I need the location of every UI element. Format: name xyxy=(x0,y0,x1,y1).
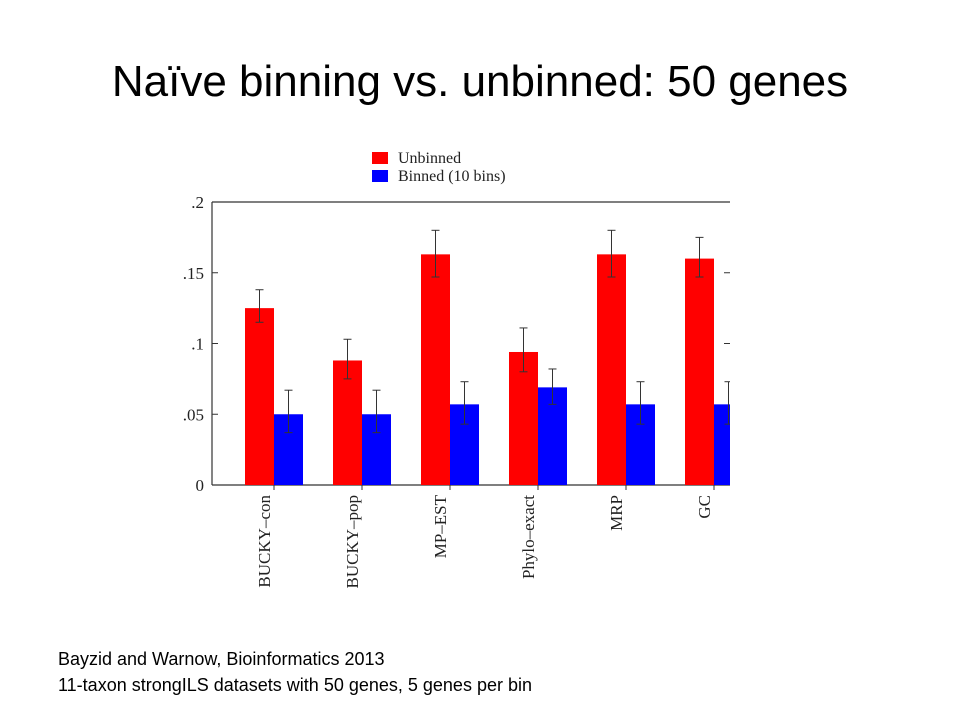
bar-unbinned-3 xyxy=(509,351,538,485)
y-tick-label: .1 xyxy=(191,335,204,354)
caption-citation: Bayzid and Warnow, Bioinformatics 2013 xyxy=(58,649,385,669)
bar-binned-5 xyxy=(714,404,730,485)
slide-title: Naïve binning vs. unbinned: 50 genes xyxy=(111,57,849,106)
x-category-label-3: Phylo–exact xyxy=(519,495,538,579)
bar-chart: Unbinned Binned (10 bins) .2 .15 .1 .05 0 BUCKY… xyxy=(160,140,730,610)
y-tick-label: .05 xyxy=(183,405,204,424)
y-tick-label: 0 xyxy=(196,476,205,495)
bar-unbinned-1 xyxy=(333,360,362,485)
y-tick-label: .2 xyxy=(191,193,204,212)
legend-swatch-0 xyxy=(372,152,388,164)
legend-swatch-1 xyxy=(372,170,388,182)
bar-unbinned-2 xyxy=(421,254,450,485)
caption: Bayzid and Warnow, Bioinformatics 2013 1… xyxy=(58,646,532,698)
x-category-label-2: MP–EST xyxy=(431,494,450,558)
x-category-label-1: BUCKY–pop xyxy=(343,495,362,589)
legend-label-0: Unbinned xyxy=(398,150,461,167)
x-category-label-4: MRP xyxy=(607,495,626,531)
caption-description: 11-taxon strongILS datasets with 50 gene… xyxy=(58,675,532,695)
y-tick-label: .15 xyxy=(183,264,204,283)
bar-unbinned-0 xyxy=(245,308,274,485)
bar-unbinned-5 xyxy=(685,258,714,485)
x-category-label-0: BUCKY–con xyxy=(255,495,274,588)
bar-unbinned-4 xyxy=(597,254,626,485)
legend-label-1: Binned (10 bins) xyxy=(398,168,506,185)
x-category-label-5: GC xyxy=(695,495,714,519)
